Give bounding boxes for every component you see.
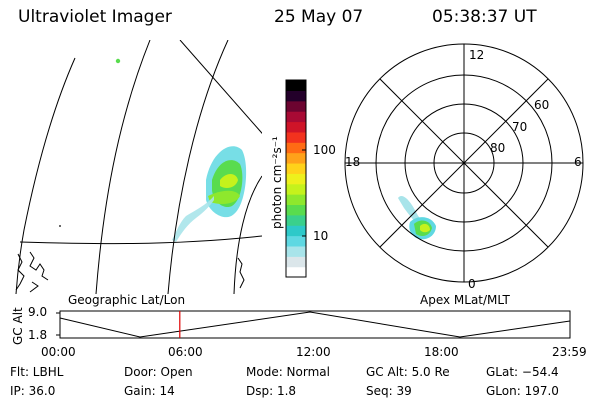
colorbar-cell (286, 121, 306, 133)
dsp-info: Dsp: 1.8 (246, 384, 297, 398)
colorbar-cell (286, 111, 306, 123)
altitude-xtick: 06:00 (168, 345, 203, 359)
colorbar-cell (286, 214, 306, 226)
altitude-xtick: 12:00 (296, 345, 331, 359)
gc-alt-info: GC Alt: 5.0 Re (366, 365, 450, 379)
altitude-ylabel: GC Alt (11, 307, 25, 345)
mode-info: Mode: Normal (246, 365, 330, 379)
colorbar-cell (286, 173, 306, 185)
gain-info: Gain: 14 (124, 384, 175, 398)
colorbar-tick-100: 100 (313, 143, 336, 157)
altitude-curve (59, 311, 571, 338)
aurora-emission-geo (59, 58, 247, 242)
mlt-label-18: 18 (345, 155, 361, 169)
altitude-plot-frame (59, 310, 571, 339)
geo-panel-label: Geographic Lat/Lon (68, 293, 186, 307)
colorbar-cell (286, 194, 306, 206)
geographic-map (15, 40, 262, 294)
mlat-label-60: 60 (534, 98, 550, 112)
time-label: 05:38:37 UT (432, 7, 537, 27)
glat-info: GLat: −54.4 (486, 365, 559, 379)
color-bar (285, 79, 307, 278)
altitude-xtick: 18:00 (424, 345, 459, 359)
meridian-line (179, 40, 262, 134)
colorbar-cell (286, 131, 306, 143)
altitude-plot (56, 310, 571, 339)
meridian-line (167, 40, 229, 294)
coastline (15, 251, 245, 293)
meridian-line (233, 175, 262, 294)
altitude-xtick: 23:59 (552, 345, 587, 359)
colorbar-cell (286, 183, 306, 195)
glon-info: GLon: 197.0 (486, 384, 559, 398)
mlt-axis-diagonal (379, 78, 549, 248)
colorbar-cell (286, 235, 306, 247)
polar-panel-label: Apex MLat/MLT (420, 293, 510, 307)
colorbar-cell (286, 266, 306, 278)
filter-info: Flt: LBHL (10, 365, 64, 379)
altitude-ytick: 1.8 (28, 328, 48, 342)
instrument-title: Ultraviolet Imager (18, 7, 172, 27)
colorbar-cell (286, 142, 306, 154)
colorbar-cell (286, 162, 306, 174)
colorbar-tick-10: 10 (313, 229, 329, 243)
altitude-ytick: 9.0 (28, 305, 48, 319)
ip-info: IP: 36.0 (10, 384, 56, 398)
colorbar-cell (286, 90, 306, 102)
mlt-label-6: 6 (574, 155, 582, 169)
door-info: Door: Open (124, 365, 193, 379)
polar-plot (344, 43, 584, 283)
colorbar-cell (286, 225, 306, 237)
colorbar-label: photon cm⁻²s⁻¹ (270, 136, 284, 229)
colorbar-cell (286, 204, 306, 216)
mlat-label-70: 70 (512, 120, 528, 134)
meridian-line (95, 40, 151, 294)
date-label: 25 May 07 (274, 7, 364, 27)
colorbar-cell (286, 245, 306, 257)
meridian-line (15, 57, 76, 294)
mlt-label-0: 0 (468, 277, 476, 291)
colorbar-cell (286, 256, 306, 268)
mlat-label-80: 80 (490, 141, 506, 155)
altitude-xtick: 00:00 (41, 345, 76, 359)
colorbar-cell (286, 152, 306, 164)
parallel-line (19, 235, 262, 245)
mlt-label-12: 12 (469, 48, 485, 62)
aurora-emission-polar (398, 195, 436, 240)
seq-info: Seq: 39 (366, 384, 412, 398)
colorbar-cell (286, 100, 306, 112)
colorbar-cell (286, 80, 306, 91)
